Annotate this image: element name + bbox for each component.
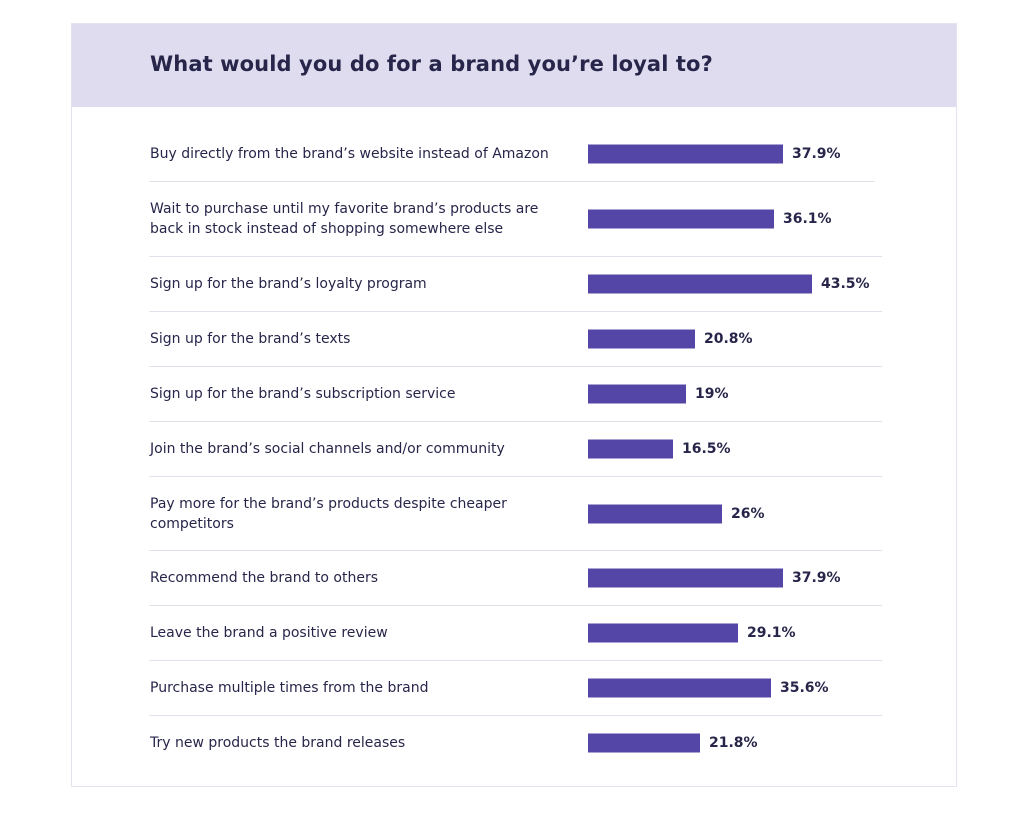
row-divider bbox=[149, 605, 882, 606]
category-label: Join the brand’s social channels and/or … bbox=[150, 441, 505, 457]
chart-card: What would you do for a brand you’re loy… bbox=[71, 23, 957, 787]
bar bbox=[588, 384, 686, 404]
bar bbox=[588, 329, 695, 349]
category-label: Sign up for the brand’s texts bbox=[150, 331, 351, 347]
bar bbox=[588, 504, 722, 524]
chart-title: What would you do for a brand you’re loy… bbox=[150, 52, 713, 76]
row-divider bbox=[149, 715, 882, 716]
category-label: Recommend the brand to others bbox=[150, 570, 379, 586]
data-label: 19% bbox=[695, 386, 729, 402]
category-label: Try new products the brand releases bbox=[150, 735, 406, 751]
bar bbox=[588, 209, 774, 229]
bar bbox=[588, 274, 812, 294]
row-divider bbox=[149, 181, 875, 182]
data-label: 16.5% bbox=[682, 441, 731, 457]
row-divider bbox=[149, 550, 882, 551]
category-label: Purchase multiple times from the brand bbox=[150, 680, 429, 696]
row-divider bbox=[149, 256, 882, 257]
category-label: Pay more for the brand’s products despit… bbox=[150, 496, 507, 532]
category-label: Sign up for the brand’s loyalty program bbox=[150, 276, 427, 292]
bar bbox=[588, 733, 700, 753]
data-label: 37.9% bbox=[792, 146, 841, 162]
row-divider bbox=[149, 421, 882, 422]
data-label: 21.8% bbox=[709, 735, 758, 751]
category-label: Wait to purchase until my favorite brand… bbox=[150, 201, 539, 237]
chart-header: What would you do for a brand you’re loy… bbox=[72, 24, 956, 107]
category-label: Sign up for the brand’s subscription ser… bbox=[150, 386, 456, 402]
bar-rows: Buy directly from the brand’s website in… bbox=[72, 24, 956, 786]
category-label: Leave the brand a positive review bbox=[150, 625, 388, 641]
bar bbox=[588, 568, 783, 588]
bar bbox=[588, 144, 783, 164]
category-label: Buy directly from the brand’s website in… bbox=[150, 146, 549, 162]
bar bbox=[588, 623, 738, 643]
data-label: 37.9% bbox=[792, 570, 841, 586]
data-label: 36.1% bbox=[783, 211, 832, 227]
data-label: 26% bbox=[731, 506, 765, 522]
row-divider bbox=[149, 660, 882, 661]
data-label: 35.6% bbox=[780, 680, 829, 696]
data-label: 29.1% bbox=[747, 625, 796, 641]
bar bbox=[588, 439, 673, 459]
row-divider bbox=[149, 366, 882, 367]
bar bbox=[588, 678, 771, 698]
data-label: 20.8% bbox=[704, 331, 753, 347]
row-divider bbox=[149, 311, 882, 312]
data-label: 43.5% bbox=[821, 276, 870, 292]
row-divider bbox=[149, 476, 882, 477]
